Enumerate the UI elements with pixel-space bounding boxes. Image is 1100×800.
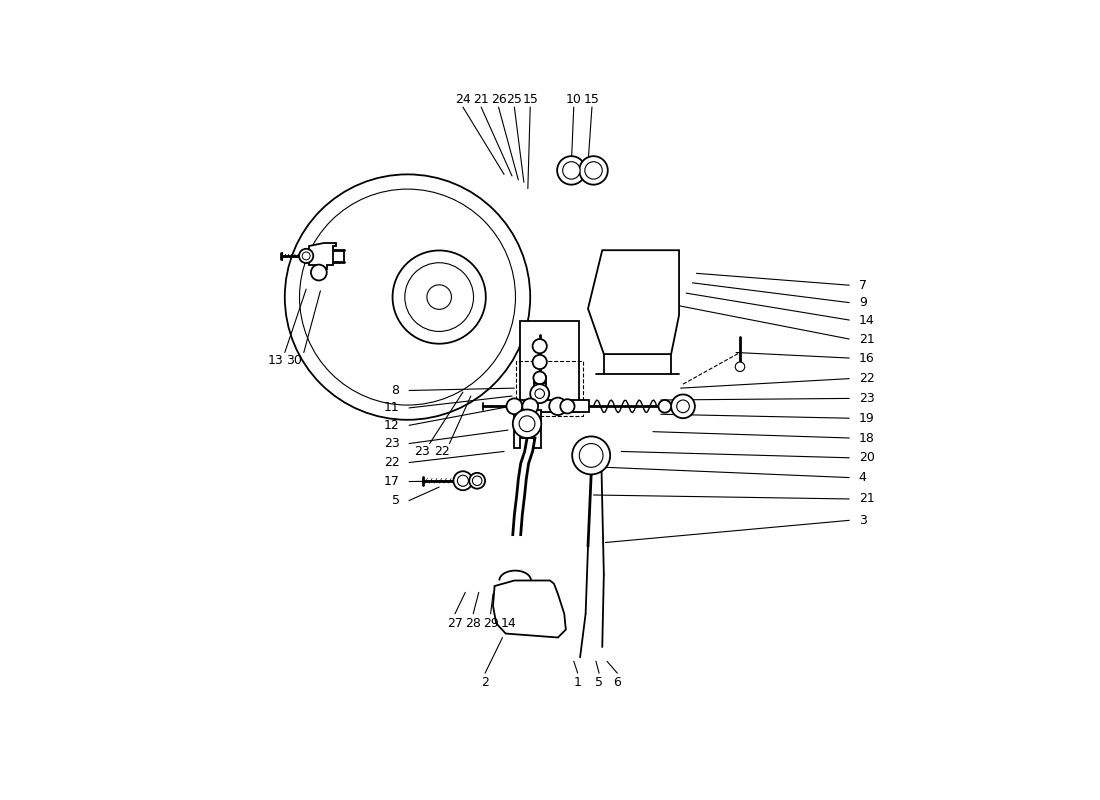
Text: 22: 22 <box>384 456 399 469</box>
Polygon shape <box>493 581 565 638</box>
Text: 23: 23 <box>859 392 874 405</box>
Text: 19: 19 <box>859 412 874 425</box>
Text: 15: 15 <box>522 93 538 106</box>
Circle shape <box>513 410 541 438</box>
Circle shape <box>659 400 671 413</box>
Circle shape <box>472 476 482 486</box>
Text: 5: 5 <box>595 676 603 689</box>
Circle shape <box>285 174 530 420</box>
Text: 4: 4 <box>859 471 867 484</box>
Text: 6: 6 <box>614 676 622 689</box>
Text: 11: 11 <box>384 402 399 414</box>
Circle shape <box>549 398 566 415</box>
Polygon shape <box>588 250 679 354</box>
Circle shape <box>405 262 473 331</box>
Text: 2: 2 <box>481 676 490 689</box>
Circle shape <box>585 162 603 179</box>
Text: 5: 5 <box>392 494 399 507</box>
Text: 3: 3 <box>859 514 867 527</box>
Circle shape <box>563 162 580 179</box>
Text: 14: 14 <box>859 314 874 326</box>
Circle shape <box>580 443 603 467</box>
Text: 16: 16 <box>859 351 874 365</box>
Polygon shape <box>510 400 588 412</box>
Text: 1: 1 <box>574 676 582 689</box>
Circle shape <box>311 265 327 281</box>
Circle shape <box>458 475 469 486</box>
Text: 12: 12 <box>384 419 399 432</box>
Bar <box>516 362 583 416</box>
Circle shape <box>530 384 549 403</box>
Text: 23: 23 <box>384 437 399 450</box>
Text: 23: 23 <box>414 445 430 458</box>
Circle shape <box>532 355 547 369</box>
Circle shape <box>519 416 535 432</box>
Circle shape <box>522 398 538 414</box>
Text: 9: 9 <box>859 296 867 309</box>
Circle shape <box>572 437 610 474</box>
Text: 30: 30 <box>286 354 302 367</box>
Text: 21: 21 <box>859 333 874 346</box>
Circle shape <box>506 398 522 414</box>
Circle shape <box>735 362 745 371</box>
Circle shape <box>560 399 574 414</box>
Polygon shape <box>308 243 337 270</box>
Polygon shape <box>515 410 540 447</box>
Text: 13: 13 <box>267 354 283 367</box>
Circle shape <box>427 285 451 310</box>
Circle shape <box>580 156 608 185</box>
Text: 28: 28 <box>465 617 481 630</box>
Text: 22: 22 <box>859 372 874 385</box>
Circle shape <box>535 389 544 398</box>
Circle shape <box>453 471 472 490</box>
Circle shape <box>676 400 690 413</box>
Text: 26: 26 <box>491 93 506 106</box>
Text: 21: 21 <box>473 93 490 106</box>
Text: 25: 25 <box>506 93 522 106</box>
Text: 7: 7 <box>859 278 867 292</box>
Text: 22: 22 <box>433 445 450 458</box>
Circle shape <box>671 394 695 418</box>
Text: 29: 29 <box>483 617 498 630</box>
Text: 14: 14 <box>500 617 517 630</box>
Text: 27: 27 <box>447 617 463 630</box>
Text: 20: 20 <box>859 451 874 464</box>
Circle shape <box>393 250 486 344</box>
Text: 10: 10 <box>565 93 582 106</box>
Circle shape <box>302 252 310 260</box>
Circle shape <box>299 189 516 405</box>
Circle shape <box>557 156 585 185</box>
Text: 18: 18 <box>859 431 874 445</box>
Text: 15: 15 <box>584 93 600 106</box>
Circle shape <box>299 249 314 263</box>
Polygon shape <box>520 321 580 412</box>
Text: 21: 21 <box>859 493 874 506</box>
Circle shape <box>534 371 546 384</box>
Text: 17: 17 <box>384 475 399 488</box>
Text: 8: 8 <box>392 384 399 397</box>
Circle shape <box>532 339 547 354</box>
Circle shape <box>470 473 485 489</box>
Text: 24: 24 <box>455 93 471 106</box>
